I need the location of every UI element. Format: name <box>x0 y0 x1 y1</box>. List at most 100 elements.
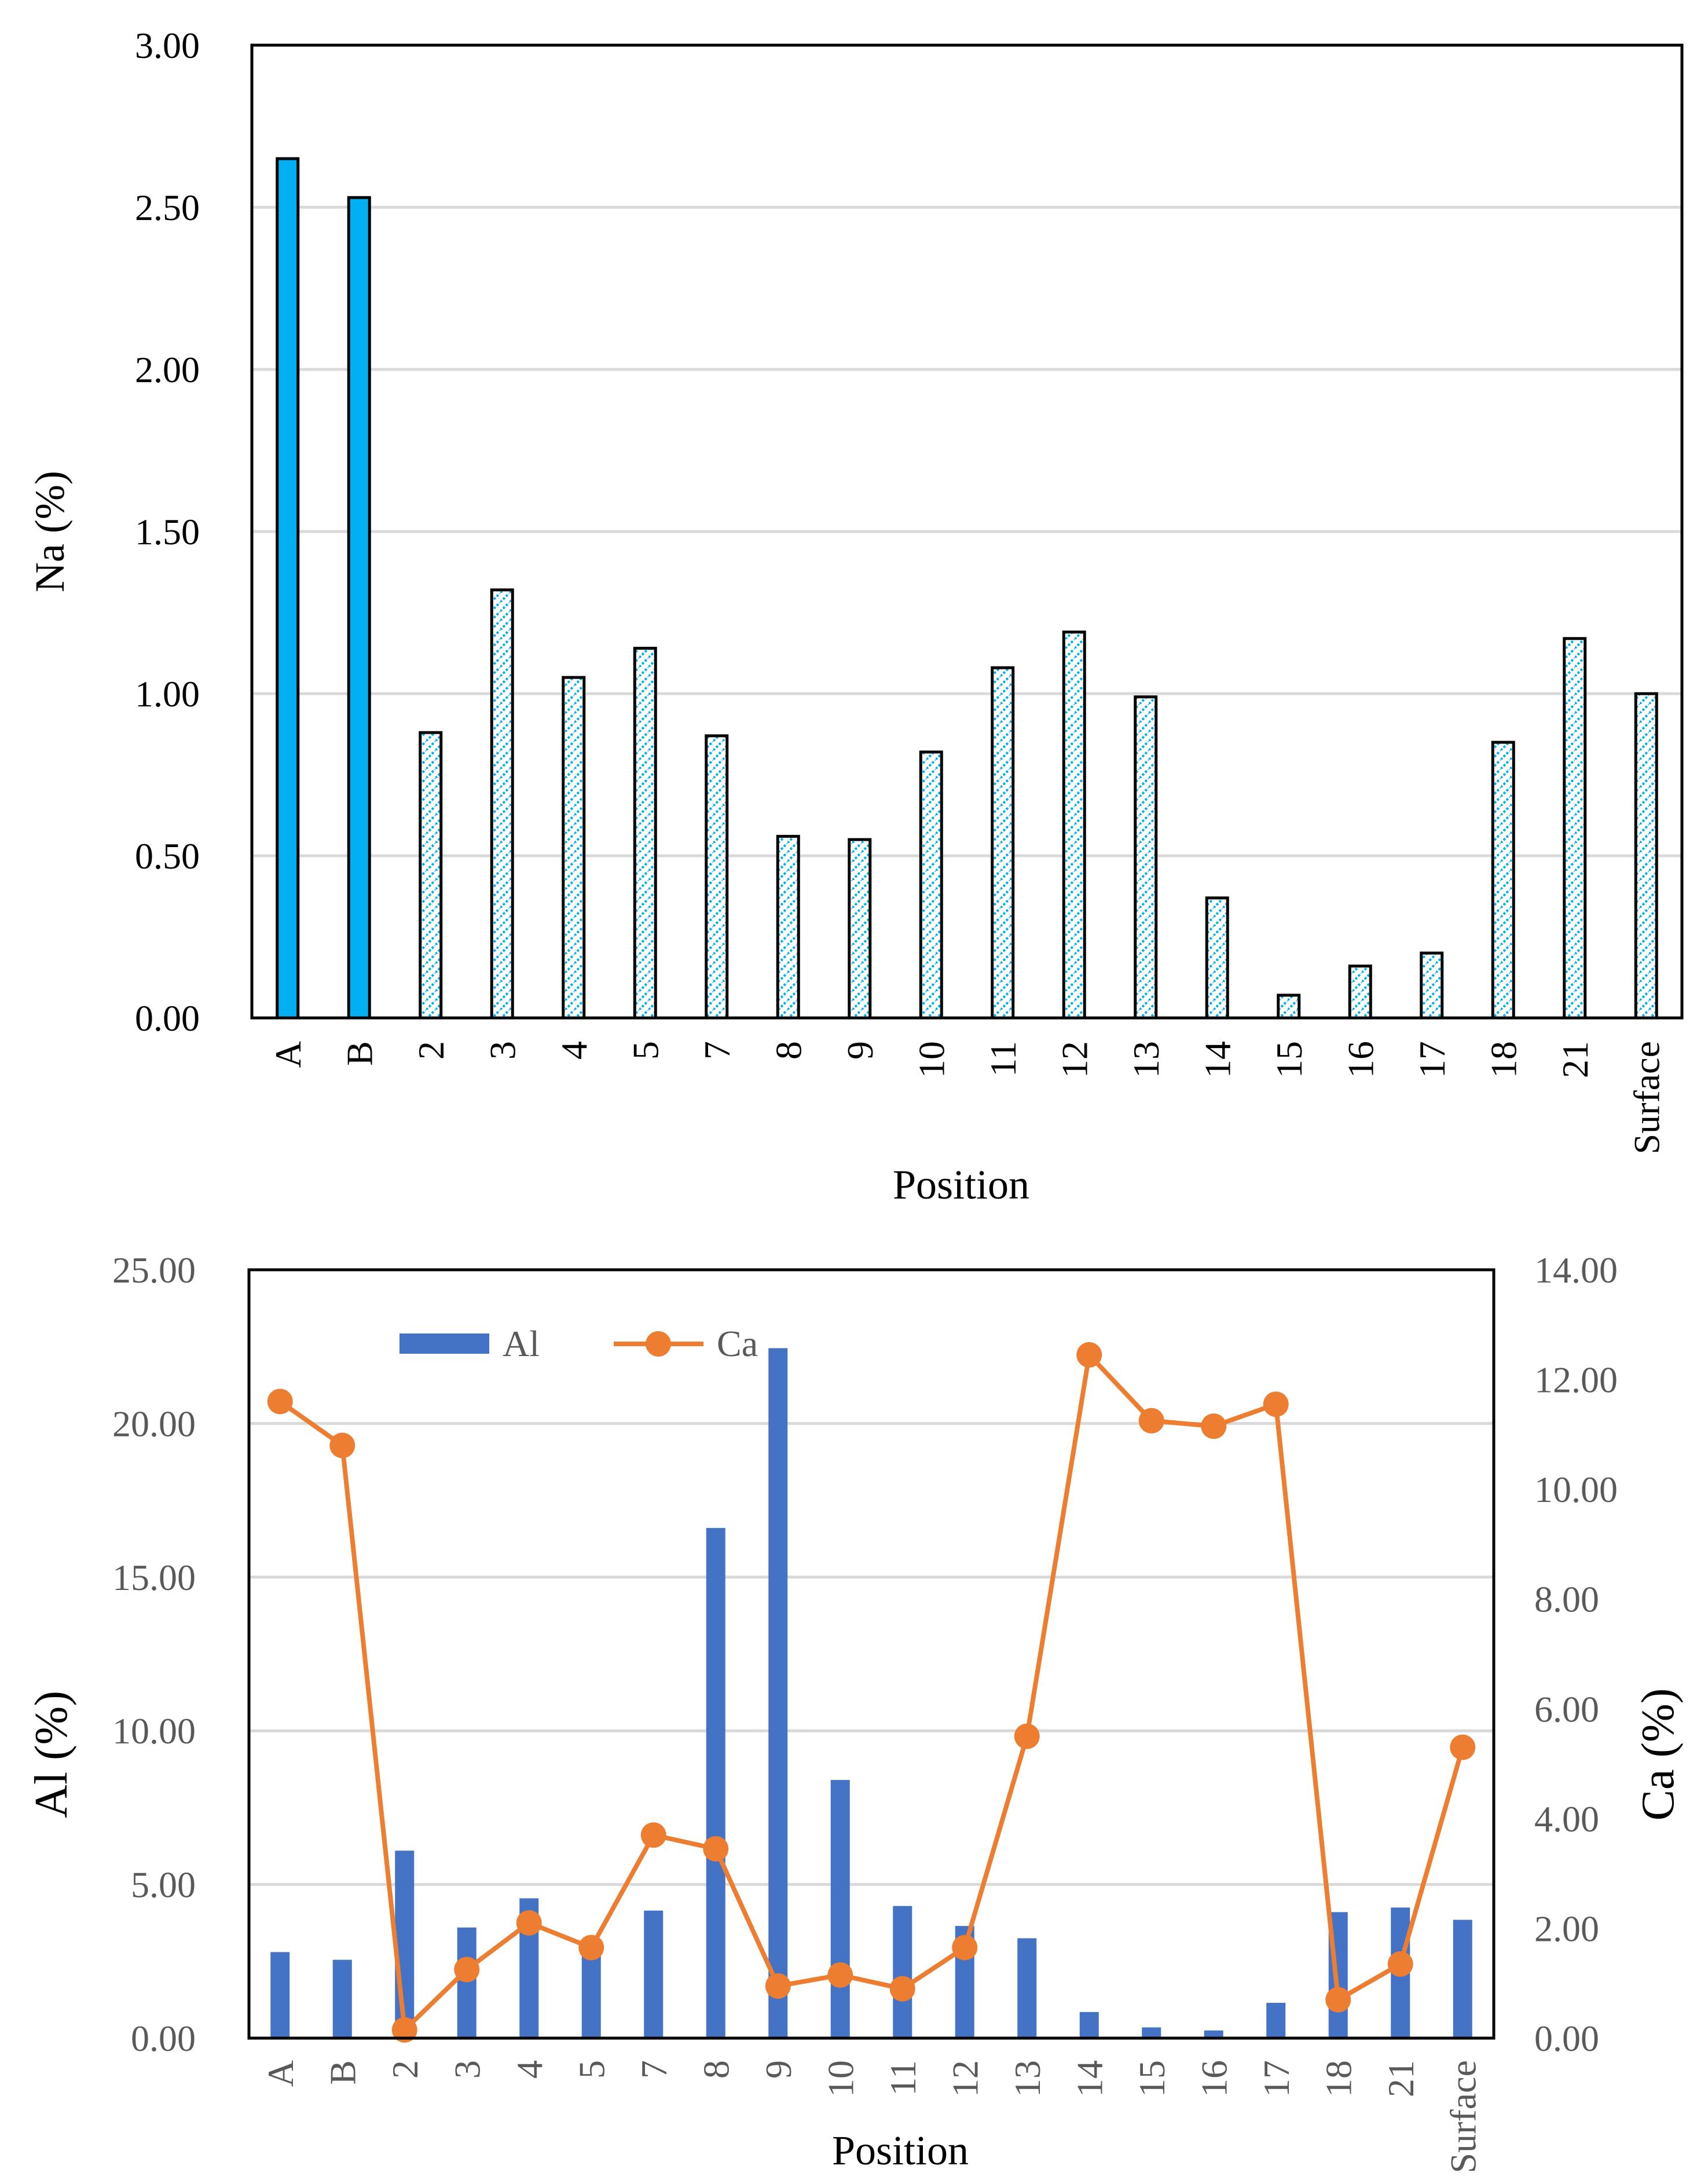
al-bar-13 <box>1017 1938 1037 2038</box>
y2-tick-label: 4.00 <box>1534 1798 1599 1840</box>
ca-point-9 <box>765 1973 791 1999</box>
ca-point-21 <box>1387 1951 1413 1977</box>
al-bar-9 <box>768 1348 788 2038</box>
x-tick-label: 21 <box>1380 2060 1421 2097</box>
legend: Al Ca <box>399 1323 758 1364</box>
y2-tick-label: 10.00 <box>1534 1469 1618 1510</box>
y-tick-label: 1.00 <box>135 673 200 715</box>
x-tick-label: 11 <box>882 2060 923 2096</box>
y2-tick-label: 6.00 <box>1534 1688 1599 1730</box>
y-tick-label: 20.00 <box>112 1403 196 1444</box>
ca-point-8 <box>703 1835 729 1862</box>
x-tick-label: 12 <box>1054 1041 1095 1078</box>
x-tick-label: 18 <box>1318 2060 1359 2097</box>
al-bar-14 <box>1079 2012 1099 2038</box>
x-tick-label: 14 <box>1069 2060 1110 2097</box>
bar-14 <box>1205 896 1229 1020</box>
bar-12 <box>1062 631 1086 1020</box>
ca-point-16 <box>1201 1413 1227 1439</box>
y2-tick-label: 2.00 <box>1534 1908 1599 1949</box>
legend-label-ca: Ca <box>717 1323 758 1364</box>
ca-point-11 <box>889 1976 915 2002</box>
na-bar-chart: 0.00 0.50 1.00 1.50 2.00 2.50 3.00 A B 2 3 4 5 7 8 9 10… <box>27 25 1684 1208</box>
y-tick-label: 0.00 <box>131 2018 196 2059</box>
x-tick-label: 13 <box>1007 2060 1048 2097</box>
y-tick-label: 0.50 <box>135 836 200 877</box>
x-tick-label: 4 <box>554 1041 595 1060</box>
bar-17 <box>1420 951 1444 1020</box>
ca-point-2 <box>391 2017 417 2043</box>
bar-15 <box>1277 994 1301 1020</box>
y2-tick-label: 0.00 <box>1534 2018 1599 2059</box>
x-tick-label: 16 <box>1340 1041 1381 1078</box>
x-tick-label: 15 <box>1269 1041 1310 1078</box>
ca-point-a <box>267 1388 293 1415</box>
y2-tick-label: 8.00 <box>1534 1579 1599 1620</box>
x-tick-label: 14 <box>1197 1041 1238 1078</box>
bar-13 <box>1134 695 1158 1020</box>
x-tick-label: 10 <box>820 2060 861 2097</box>
y-axis-title: Al (%) <box>26 1691 77 1818</box>
bar-9 <box>848 838 872 1020</box>
al-ca-combo-chart: 0.00 5.00 10.00 15.00 20.00 25.00 0.00 2.00 4.0… <box>26 1250 1684 2174</box>
bar-10 <box>919 750 943 1020</box>
x-tick-label: 3 <box>446 2060 488 2079</box>
al-bar-11 <box>893 1906 912 2038</box>
y-tick-label: 25.00 <box>112 1250 196 1291</box>
legend-label-al: Al <box>503 1323 540 1364</box>
x-tick-label: A <box>267 1041 309 1068</box>
y2-tick-label: 12.00 <box>1534 1360 1618 1401</box>
x-tick-label: 16 <box>1193 2060 1234 2097</box>
y-tick-label: 5.00 <box>131 1864 196 1906</box>
x-tick-label: 4 <box>509 2060 550 2079</box>
al-bar-surface <box>1453 1919 1472 2038</box>
ca-point-12 <box>952 1934 978 1961</box>
bar-b <box>347 196 371 1020</box>
al-bar-8 <box>706 1527 725 2038</box>
x-tick-label: Surface <box>1442 2060 1483 2173</box>
x-tick-label: 8 <box>768 1041 809 1060</box>
ca-point-b <box>329 1432 355 1459</box>
bar-11 <box>991 666 1015 1020</box>
y-tick-label: 2.50 <box>135 187 200 228</box>
plot-area-frame <box>247 1268 1496 2040</box>
x-tick-label: 5 <box>625 1041 666 1060</box>
x-tick-label: 10 <box>911 1041 952 1078</box>
bar-16 <box>1348 964 1372 1020</box>
ca-point-surface <box>1450 1734 1476 1760</box>
bar-4 <box>562 676 586 1020</box>
y-tick-label: 1.50 <box>135 511 200 552</box>
x-tick-label: B <box>339 1041 380 1066</box>
ca-point-7 <box>640 1822 666 1848</box>
x-tick-label: 12 <box>944 2060 985 2097</box>
x-tick-label: 21 <box>1555 1041 1596 1078</box>
al-bar-3 <box>457 1927 477 2038</box>
al-bar-a <box>270 1952 290 2038</box>
ca-point-17 <box>1263 1391 1289 1417</box>
x-tick-label: 15 <box>1131 2060 1172 2097</box>
ca-point-15 <box>1138 1408 1164 1434</box>
y2-axis-title: Ca (%) <box>1633 1688 1684 1821</box>
al-bar-16 <box>1204 2030 1223 2038</box>
bar-5 <box>633 647 657 1020</box>
ca-point-3 <box>454 1956 480 1983</box>
bar-21 <box>1563 637 1587 1020</box>
y-tick-label: 2.00 <box>135 349 200 390</box>
al-bar-10 <box>830 1780 850 2038</box>
ca-point-18 <box>1325 1987 1351 2013</box>
x-tick-label: 5 <box>571 2060 612 2079</box>
legend-marker-ca <box>646 1331 671 1357</box>
x-tick-label: 9 <box>840 1041 881 1060</box>
x-tick-label: 17 <box>1256 2060 1297 2097</box>
y-tick-label: 15.00 <box>112 1557 196 1598</box>
y-tick-label: 0.00 <box>135 998 200 1039</box>
x-tick-label: 18 <box>1483 1041 1524 1078</box>
x-tick-label: 9 <box>758 2060 799 2079</box>
legend-swatch-al <box>399 1333 489 1354</box>
bar-a <box>276 157 300 1020</box>
al-bar-7 <box>644 1910 664 2038</box>
x-tick-label: B <box>322 2060 363 2085</box>
x-tick-label: 17 <box>1412 1041 1453 1078</box>
x-axis-title: Position <box>893 1162 1029 1208</box>
al-bar-15 <box>1142 2027 1161 2038</box>
